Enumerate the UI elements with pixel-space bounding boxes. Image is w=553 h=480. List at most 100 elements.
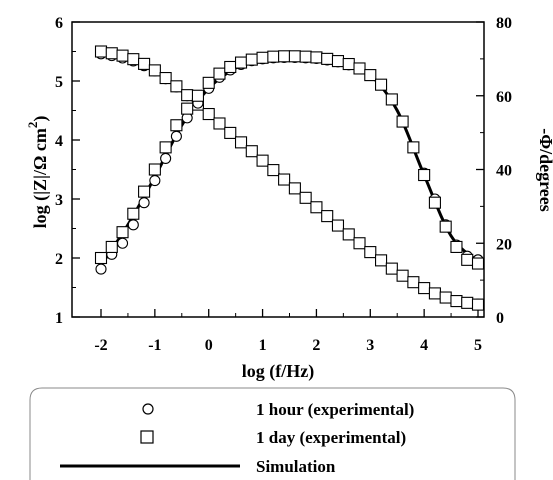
legend-label-simulation: Simulation — [256, 457, 336, 476]
data-point-circle — [149, 175, 161, 187]
y-axis-right-label: -Φ/degrees — [536, 128, 553, 212]
data-point-square — [267, 164, 280, 177]
y-right-tick-label: 80 — [496, 15, 512, 32]
data-point-square — [385, 93, 398, 106]
data-point-square — [116, 49, 129, 62]
y-right-tick-label: 0 — [496, 310, 504, 327]
data-point-circle — [160, 152, 172, 164]
legend: 1 hour (experimental) 1 day (experimenta… — [29, 387, 516, 480]
data-point-square — [234, 136, 248, 149]
data-point-square — [353, 62, 366, 75]
data-point-square — [375, 254, 388, 267]
data-point-square — [310, 201, 323, 214]
y-left-tick-label: 5 — [55, 74, 63, 91]
data-point-square — [213, 67, 226, 80]
data-markers — [94, 45, 485, 311]
legend-label-1-hour: 1 hour (experimental) — [256, 400, 414, 419]
data-point-square — [439, 291, 452, 304]
data-point-square — [299, 191, 312, 204]
data-point-square — [138, 57, 151, 70]
x-tick-label: 1 — [259, 337, 267, 354]
data-point-square — [202, 76, 215, 89]
data-point-square — [321, 52, 334, 65]
data-point-square — [396, 115, 409, 128]
data-point-square — [385, 262, 398, 275]
data-point-square — [288, 182, 301, 195]
x-tick-label: 2 — [312, 337, 320, 354]
data-point-circle — [95, 263, 107, 275]
data-point-square — [256, 51, 269, 64]
data-point-square — [224, 60, 237, 74]
data-point-square — [148, 64, 161, 77]
data-point-square — [202, 107, 215, 121]
data-point-square — [170, 80, 183, 93]
data-point-square — [428, 196, 441, 209]
data-point-square — [299, 50, 312, 63]
data-point-square — [418, 282, 431, 295]
data-point-square — [364, 246, 377, 259]
data-point-square — [105, 240, 118, 253]
y-left-tick-label: 4 — [55, 133, 63, 150]
x-tick-label: 3 — [366, 337, 374, 354]
y-axis-left-label-main: log (|Z|/Ω cm — [30, 128, 51, 228]
data-point-square — [127, 207, 140, 220]
data-point-square — [375, 78, 388, 91]
x-tick-label: 0 — [205, 337, 213, 354]
data-point-square — [428, 287, 441, 300]
y-left-tick-label: 1 — [55, 310, 63, 327]
y-axis-left-label-sup: 2 — [25, 122, 40, 129]
data-point-square — [342, 57, 355, 71]
data-point-square — [170, 119, 183, 132]
x-tick-label: -1 — [148, 337, 161, 354]
data-point-square — [234, 56, 248, 69]
data-point-square — [353, 237, 366, 250]
data-point-square — [213, 117, 226, 130]
data-point-circle — [116, 237, 129, 249]
legend-label-1-day: 1 day (experimental) — [256, 428, 406, 447]
data-point-square — [256, 154, 269, 167]
data-point-square — [342, 228, 355, 241]
y-left-tick-label: 6 — [55, 15, 63, 32]
data-point-square — [159, 72, 172, 85]
data-point-square — [278, 173, 291, 186]
x-tick-label: 5 — [474, 337, 482, 354]
data-point-square — [450, 295, 463, 308]
data-point-square — [288, 50, 301, 63]
data-point-square — [181, 102, 194, 115]
data-point-square — [94, 45, 108, 58]
data-point-square — [450, 240, 463, 253]
y-axis-left-label-close: ) — [30, 116, 51, 122]
data-point-circle — [138, 197, 150, 209]
legend-square-marker — [140, 430, 154, 444]
data-point-square — [245, 53, 258, 66]
data-point-square — [310, 51, 323, 64]
data-point-square — [321, 210, 334, 223]
legend-box — [29, 387, 516, 480]
data-point-square — [364, 69, 377, 82]
y-left-tick-label: 2 — [55, 251, 63, 268]
y-axis-left-label: log (|Z|/Ω cm2) — [25, 116, 51, 229]
data-point-square — [116, 226, 129, 239]
data-point-square — [224, 126, 237, 139]
data-point-square — [94, 251, 108, 265]
data-point-square — [191, 89, 204, 102]
data-point-square — [267, 50, 280, 63]
data-point-square — [461, 253, 474, 266]
data-point-square — [159, 141, 172, 154]
data-point-square — [127, 53, 140, 66]
data-point-square — [471, 257, 485, 270]
data-point-square — [439, 220, 452, 233]
legend-circle-marker — [142, 403, 154, 415]
data-point-square — [105, 47, 118, 60]
y-right-tick-label: 60 — [496, 89, 512, 106]
x-tick-label: 4 — [420, 337, 428, 354]
data-point-square — [407, 141, 420, 154]
data-point-square — [461, 296, 474, 309]
simulation-line — [99, 55, 480, 267]
data-point-square — [407, 276, 420, 289]
data-point-square — [138, 185, 151, 198]
data-point-square — [331, 219, 345, 232]
data-point-square — [148, 163, 161, 176]
